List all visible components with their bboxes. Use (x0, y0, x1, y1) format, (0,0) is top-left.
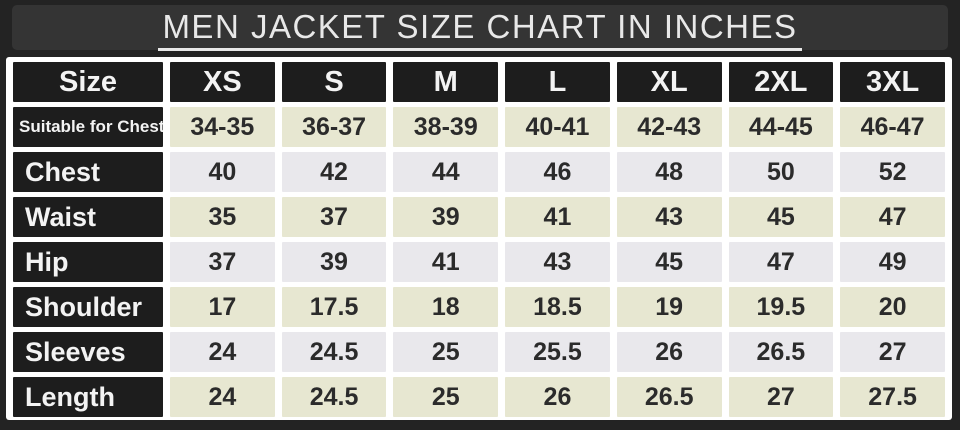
value-cell: 42-43 (616, 107, 722, 147)
value-cell: 44-45 (728, 107, 834, 147)
value-cell: 18.5 (505, 287, 610, 327)
row-label: Suitable for Chest (13, 107, 163, 147)
value-cell: 25 (393, 332, 499, 372)
value-cell: 27 (728, 377, 834, 417)
page-title: MEN JACKET SIZE CHART IN INCHES (0, 8, 960, 51)
value-cell: 25.5 (505, 332, 610, 372)
value-cell: 47 (840, 197, 945, 237)
value-cell: 44 (393, 152, 499, 192)
value-cell: 52 (840, 152, 945, 192)
value-cell: 47 (728, 242, 834, 282)
header-cell-xl: XL (616, 62, 722, 102)
value-cell: 46-47 (840, 107, 945, 147)
value-cell: 39 (393, 197, 499, 237)
value-cell: 24 (170, 377, 275, 417)
value-cell: 20 (840, 287, 945, 327)
row-length: Length 24 24.5 25 26 26.5 27 27.5 (13, 377, 945, 417)
value-cell: 17.5 (281, 287, 387, 327)
value-cell: 26.5 (728, 332, 834, 372)
row-label: Length (13, 377, 163, 417)
row-waist: Waist 35 37 39 41 43 45 47 (13, 197, 945, 237)
value-cell: 25 (393, 377, 499, 417)
value-cell: 43 (616, 197, 722, 237)
value-cell: 24.5 (281, 377, 387, 417)
row-hip: Hip 37 39 41 43 45 47 49 (13, 242, 945, 282)
value-cell: 49 (840, 242, 945, 282)
value-cell: 38-39 (393, 107, 499, 147)
value-cell: 24 (170, 332, 275, 372)
header-cell-3xl: 3XL (840, 62, 945, 102)
row-label: Chest (13, 152, 163, 192)
value-cell: 36-37 (281, 107, 387, 147)
value-cell: 34-35 (170, 107, 275, 147)
header-cell-2xl: 2XL (728, 62, 834, 102)
size-chart-table: Size XS S M L XL 2XL 3XL Suitable for Ch… (6, 57, 952, 422)
value-cell: 37 (170, 242, 275, 282)
value-cell: 40 (170, 152, 275, 192)
value-cell: 26 (616, 332, 722, 372)
size-chart-panel: Size XS S M L XL 2XL 3XL Suitable for Ch… (6, 57, 952, 420)
title-bar-inner-panel (12, 5, 948, 50)
header-cell-size: Size (13, 62, 163, 102)
header-cell-l: L (505, 62, 610, 102)
value-cell: 48 (616, 152, 722, 192)
row-shoulder: Shoulder 17 17.5 18 18.5 19 19.5 20 (13, 287, 945, 327)
value-cell: 45 (728, 197, 834, 237)
value-cell: 43 (505, 242, 610, 282)
value-cell: 50 (728, 152, 834, 192)
value-cell: 45 (616, 242, 722, 282)
value-cell: 37 (281, 197, 387, 237)
value-cell: 41 (505, 197, 610, 237)
row-suitable-for-chest: Suitable for Chest 34-35 36-37 38-39 40-… (13, 107, 945, 147)
value-cell: 41 (393, 242, 499, 282)
value-cell: 17 (170, 287, 275, 327)
value-cell: 26.5 (616, 377, 722, 417)
value-cell: 42 (281, 152, 387, 192)
value-cell: 24.5 (281, 332, 387, 372)
value-cell: 19.5 (728, 287, 834, 327)
header-row: Size XS S M L XL 2XL 3XL (13, 62, 945, 102)
row-sleeves: Sleeves 24 24.5 25 25.5 26 26.5 27 (13, 332, 945, 372)
row-label: Shoulder (13, 287, 163, 327)
value-cell: 40-41 (505, 107, 610, 147)
page-title-text: MEN JACKET SIZE CHART IN INCHES (158, 8, 802, 51)
row-label: Hip (13, 242, 163, 282)
title-bar: MEN JACKET SIZE CHART IN INCHES (0, 0, 960, 57)
header-cell-s: S (281, 62, 387, 102)
row-chest: Chest 40 42 44 46 48 50 52 (13, 152, 945, 192)
header-cell-xs: XS (170, 62, 275, 102)
value-cell: 27.5 (840, 377, 945, 417)
value-cell: 46 (505, 152, 610, 192)
value-cell: 27 (840, 332, 945, 372)
header-cell-m: M (393, 62, 499, 102)
value-cell: 26 (505, 377, 610, 417)
row-label: Sleeves (13, 332, 163, 372)
value-cell: 35 (170, 197, 275, 237)
value-cell: 39 (281, 242, 387, 282)
value-cell: 19 (616, 287, 722, 327)
value-cell: 18 (393, 287, 499, 327)
row-label: Waist (13, 197, 163, 237)
